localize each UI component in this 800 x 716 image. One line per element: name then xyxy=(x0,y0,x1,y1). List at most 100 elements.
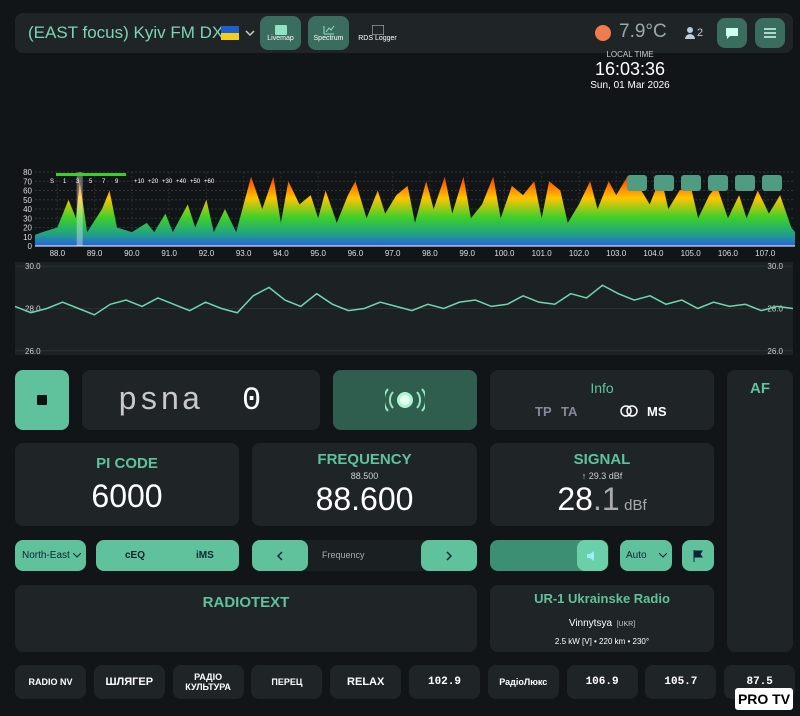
clock-label: LOCAL TIME xyxy=(606,50,654,59)
spectrum-tool[interactable] xyxy=(735,175,755,191)
info-title: Info xyxy=(590,380,614,396)
tune-down[interactable] xyxy=(252,540,308,571)
x-tick-label: 101.0 xyxy=(532,249,553,258)
af-panel: AF xyxy=(727,370,793,652)
x-tick-label: 97.0 xyxy=(385,249,401,258)
signal-panel: SIGNAL ↑ 29.3 dBf 28.1 dBf xyxy=(490,443,714,526)
chat-button[interactable] xyxy=(717,18,747,48)
spectrum-tool[interactable] xyxy=(681,175,701,191)
previous-frequency: 88.500 xyxy=(350,471,379,481)
preset-button[interactable]: РадіоЛюкс xyxy=(487,665,559,699)
users-icon xyxy=(685,27,695,39)
tab-livemap[interactable]: Livemap xyxy=(260,16,301,50)
y-tick-label: 30 xyxy=(23,214,32,223)
station-name: UR-1 Ukrainske Radio xyxy=(534,591,670,606)
x-tick-label: 91.0 xyxy=(161,249,177,258)
radiotext-panel: RADIOTEXT xyxy=(15,585,477,652)
x-tick-label: 103.0 xyxy=(606,249,627,258)
pi-title: PI CODE xyxy=(96,454,158,472)
signal-peak: ↑ 29.3 dBf xyxy=(581,471,623,481)
tab-rds-logger[interactable]: RDS Logger xyxy=(357,16,398,50)
preset-button[interactable]: 105.7 xyxy=(645,665,717,699)
flag-ms: MS xyxy=(647,404,667,419)
smeter-label: 9 xyxy=(115,179,119,185)
spectrum-tool[interactable] xyxy=(627,175,647,191)
preset-button[interactable]: 102.9 xyxy=(409,665,480,699)
temperature: 7.9°C xyxy=(619,21,667,42)
signal-line xyxy=(14,284,794,316)
signal-unit: dBf xyxy=(624,497,647,514)
preset-button[interactable]: 106.9 xyxy=(566,665,638,699)
station-itu: [UKR] xyxy=(616,621,636,628)
y-tick-label: 60 xyxy=(23,187,32,196)
audio-button[interactable] xyxy=(333,370,477,430)
tune-input[interactable]: Frequency xyxy=(322,550,365,560)
preset-label: RELAX xyxy=(347,676,385,688)
smeter-label: 7 xyxy=(102,179,106,185)
info-panel: Info TP TA MS xyxy=(490,370,714,430)
pi-value: 6000 xyxy=(91,477,163,514)
eq-toggle[interactable]: cEQ iMS xyxy=(96,540,239,571)
play-button[interactable] xyxy=(15,370,69,430)
smeter-label: +50 xyxy=(190,179,201,185)
smeter-label: 1 xyxy=(63,179,67,185)
y-tick-label: 26.0 xyxy=(25,347,41,355)
x-tick-label: 104.0 xyxy=(643,249,664,258)
frequency-panel: FREQUENCY 88.500 88.600 xyxy=(252,443,477,526)
preset-button[interactable]: RELAX xyxy=(330,665,402,699)
ps-text: psna xyxy=(118,382,203,419)
clock-time: 16:03:36 xyxy=(594,59,666,79)
preset-label: ПЕРЕЦ xyxy=(271,677,303,687)
spectrum-tool[interactable] xyxy=(708,175,728,191)
tuned-marker xyxy=(76,172,83,246)
preset-button[interactable]: РАДІО КУЛЬТУРА xyxy=(172,665,244,699)
spectrum-tool[interactable] xyxy=(762,175,782,191)
smeter-label: +60 xyxy=(204,179,215,185)
users-count: 2 xyxy=(697,27,704,39)
tab-spectrum[interactable]: Spectrum xyxy=(308,16,349,50)
smeter-label: S xyxy=(50,179,54,185)
y-tick-label: 28.0 xyxy=(25,305,41,314)
preset-button[interactable]: ПЕРЕЦ xyxy=(251,665,323,699)
tune-up[interactable] xyxy=(421,540,477,571)
preset-button[interactable]: ШЛЯГЕР xyxy=(93,665,165,699)
antenna-select[interactable]: North-East xyxy=(15,540,86,571)
spectrum-tool[interactable] xyxy=(654,175,674,191)
smeter-label: +10 xyxy=(134,179,145,185)
smeter-label: 3 xyxy=(76,179,80,185)
frequency-title: FREQUENCY xyxy=(317,451,412,468)
menu-button[interactable] xyxy=(755,18,785,48)
x-tick-label: 94.0 xyxy=(273,249,289,258)
x-tick-label: 88.0 xyxy=(50,249,66,258)
smeter-label: +40 xyxy=(176,179,187,185)
preset-label: RADIO NV xyxy=(28,677,73,687)
weather-icon xyxy=(595,25,611,41)
y-tick-label: 30.0 xyxy=(767,262,783,271)
preset-button[interactable]: RADIO NV xyxy=(15,665,86,699)
signal-decimal: .1 xyxy=(592,481,620,517)
station-name[interactable]: (EAST focus) Kyiv FM DX 2 xyxy=(28,23,238,42)
x-tick-label: 99.0 xyxy=(459,249,475,258)
spectrum-area xyxy=(35,176,795,246)
volume-slider[interactable] xyxy=(490,540,609,571)
mode-select[interactable]: Auto xyxy=(620,540,672,571)
tab-label: Spectrum xyxy=(313,34,344,42)
preset-label: РадіоЛюкс xyxy=(499,677,548,687)
preset-label: РАДІО КУЛЬТУРА xyxy=(185,672,231,692)
preset-label: 102.9 xyxy=(427,676,461,688)
y-tick-label: 80 xyxy=(23,168,32,177)
y-tick-label: 28.0 xyxy=(767,305,783,314)
preset-label: 106.9 xyxy=(585,676,619,688)
tab-label: Livemap xyxy=(267,34,294,42)
x-tick-label: 98.0 xyxy=(422,249,438,258)
x-tick-label: 106.0 xyxy=(718,249,739,258)
preset-label: 105.7 xyxy=(664,676,698,688)
flag xyxy=(221,26,255,40)
x-tick-label: 102.0 xyxy=(569,249,590,258)
frequency-value[interactable]: 88.600 xyxy=(315,481,414,517)
volume-handle[interactable] xyxy=(577,540,608,571)
bookmark-button[interactable] xyxy=(682,540,714,571)
pty: 0 xyxy=(242,382,262,419)
stereo-icon xyxy=(620,405,638,417)
